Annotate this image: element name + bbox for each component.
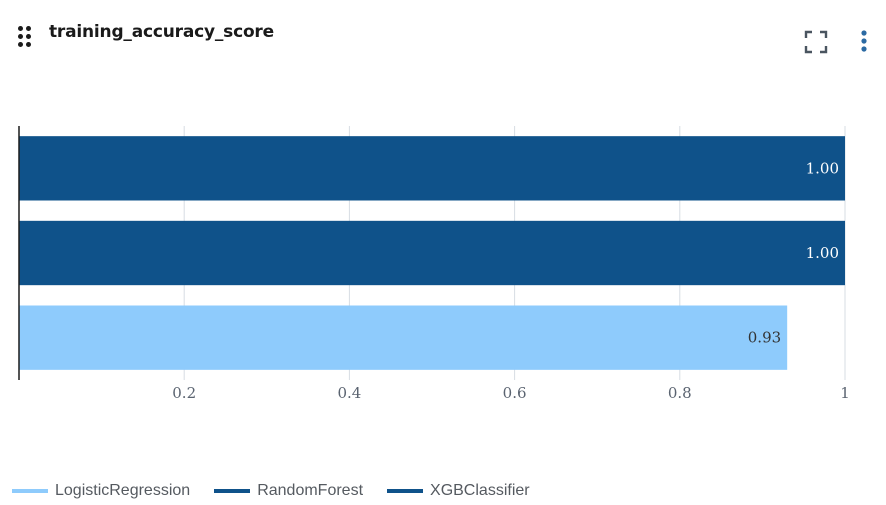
legend-swatch <box>387 489 424 493</box>
chart-header: training_accuracy_score <box>0 0 886 70</box>
legend-item-xgbclassifier[interactable]: XGBClassifier <box>387 482 530 500</box>
bar-value-label: 0.93 <box>748 329 781 347</box>
x-axis-ticks: 0.2 0.4 0.6 0.8 1 <box>172 384 850 402</box>
expand-button[interactable] <box>803 29 829 55</box>
drag-handle-icon[interactable] <box>16 26 34 50</box>
chart-area: 1.00 1.00 0.93 0.2 0.4 0.6 0.8 1 <box>0 110 886 410</box>
legend-label: XGBClassifier <box>430 482 530 499</box>
bar-value-label: 1.00 <box>806 244 839 262</box>
legend-item-randomforest[interactable]: RandomForest <box>214 482 363 500</box>
x-tick-label: 0.6 <box>503 384 527 402</box>
bars <box>19 136 845 370</box>
data-labels: 1.00 1.00 0.93 <box>748 159 839 346</box>
bar-logisticregression[interactable] <box>19 305 788 370</box>
bar-xgbclassifier[interactable] <box>19 136 845 201</box>
bar-value-label: 1.00 <box>806 159 839 177</box>
bar-randomforest[interactable] <box>19 220 845 286</box>
legend-swatch <box>214 489 251 493</box>
expand-icon <box>804 30 828 54</box>
x-tick-label: 1 <box>840 384 850 402</box>
legend-label: RandomForest <box>257 482 364 499</box>
legend-label: LogisticRegression <box>55 482 191 499</box>
x-tick-label: 0.2 <box>172 384 196 402</box>
more-vertical-icon <box>861 30 867 52</box>
legend-swatch <box>12 489 48 493</box>
legend-item-logisticregression[interactable]: LogisticRegression <box>12 482 190 500</box>
chart-title: training_accuracy_score <box>49 22 274 42</box>
bar-chart: 1.00 1.00 0.93 0.2 0.4 0.6 0.8 1 <box>18 126 850 402</box>
more-options-button[interactable] <box>856 29 872 55</box>
x-tick-label: 0.8 <box>668 384 692 402</box>
chart-legend: LogisticRegression RandomForest XGBClassif… <box>12 478 554 504</box>
x-tick-label: 0.4 <box>337 384 361 402</box>
